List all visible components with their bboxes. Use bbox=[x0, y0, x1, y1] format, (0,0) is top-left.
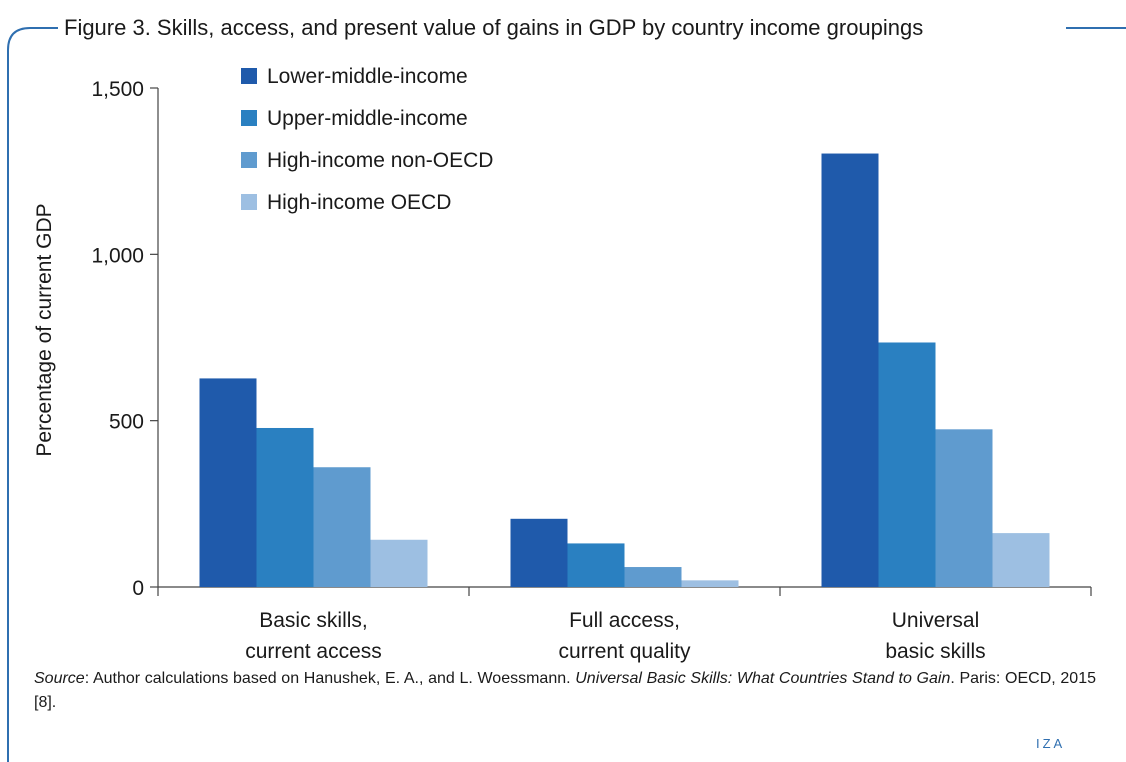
bar bbox=[878, 342, 936, 587]
bar bbox=[256, 427, 314, 587]
legend-label: Upper-middle-income bbox=[267, 107, 468, 130]
x-category-label: Universal basic skills bbox=[885, 609, 985, 663]
y-tick-label: 1,000 bbox=[91, 244, 144, 267]
x-category-label: Basic skills, current access bbox=[245, 609, 382, 663]
legend-label: Lower-middle-income bbox=[267, 65, 468, 88]
bar bbox=[935, 429, 993, 587]
legend-label: High-income OECD bbox=[267, 191, 451, 214]
y-tick-label: 1,500 bbox=[91, 78, 144, 101]
figure-title: Figure 3. Skills, access, and present va… bbox=[58, 13, 930, 43]
source-book-title: Universal Basic Skills: What Countries S… bbox=[575, 670, 951, 687]
y-tick-label: 500 bbox=[109, 411, 144, 434]
legend-swatch bbox=[241, 152, 257, 168]
bar bbox=[624, 567, 682, 587]
source-text-before: : Author calculations based on Hanushek,… bbox=[84, 670, 576, 687]
bar-series-group bbox=[199, 153, 1050, 587]
source-text-after: . Paris: OECD, 2015 [8]. bbox=[34, 670, 1096, 711]
bar bbox=[313, 467, 371, 587]
legend: Lower-middle-income Upper-middle-income Hi… bbox=[241, 65, 493, 214]
frame-left-border bbox=[7, 27, 60, 762]
bar bbox=[370, 539, 428, 587]
source-note: Source: Author calculations based on Han… bbox=[34, 667, 1096, 715]
y-axis: 0 500 1,000 1,500 bbox=[91, 78, 159, 600]
x-axis: Basic skills, current access Full access, c… bbox=[157, 586, 1092, 663]
bar bbox=[681, 580, 739, 587]
x-category-label: Full access, current quality bbox=[559, 609, 691, 663]
legend-swatch bbox=[241, 68, 257, 84]
iza-logo: IZA bbox=[1036, 736, 1066, 751]
y-axis-title: Percentage of current GDP bbox=[33, 203, 56, 456]
source-label: Source bbox=[34, 670, 85, 687]
bar bbox=[821, 153, 879, 587]
legend-swatch bbox=[241, 194, 257, 210]
bar bbox=[510, 518, 568, 587]
y-tick-label: 0 bbox=[132, 577, 144, 600]
legend-label: High-income non-OECD bbox=[267, 149, 493, 172]
legend-swatch bbox=[241, 110, 257, 126]
bar bbox=[199, 378, 257, 587]
bar bbox=[567, 543, 625, 587]
bar bbox=[992, 533, 1050, 587]
